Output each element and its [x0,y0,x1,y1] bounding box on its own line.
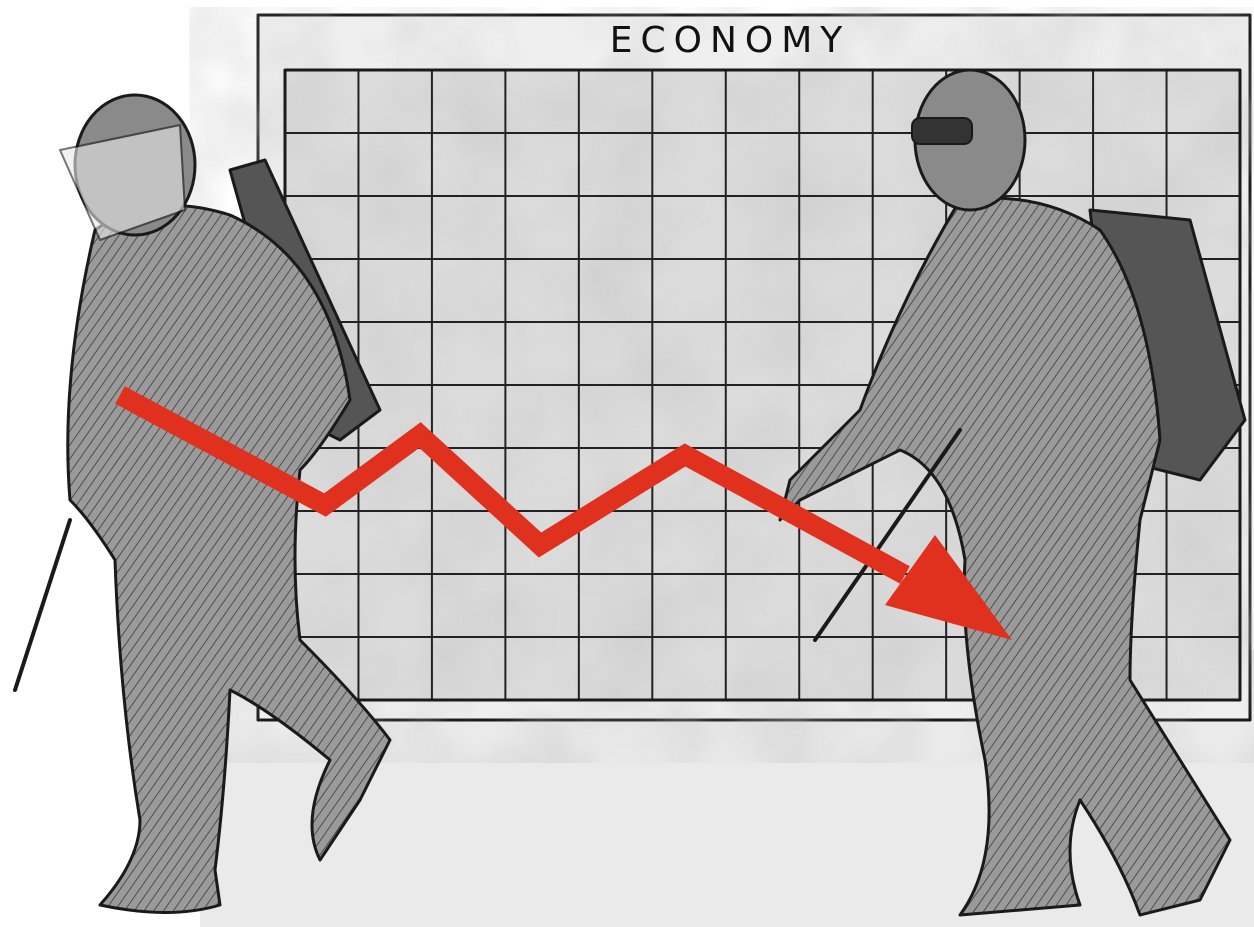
page: ECONOMY (() => { const data = JSON.parse… [0,0,1254,927]
board-title: ECONOMY [610,20,851,61]
right-goggles [912,118,972,144]
illustration: ECONOMY [0,0,1254,927]
